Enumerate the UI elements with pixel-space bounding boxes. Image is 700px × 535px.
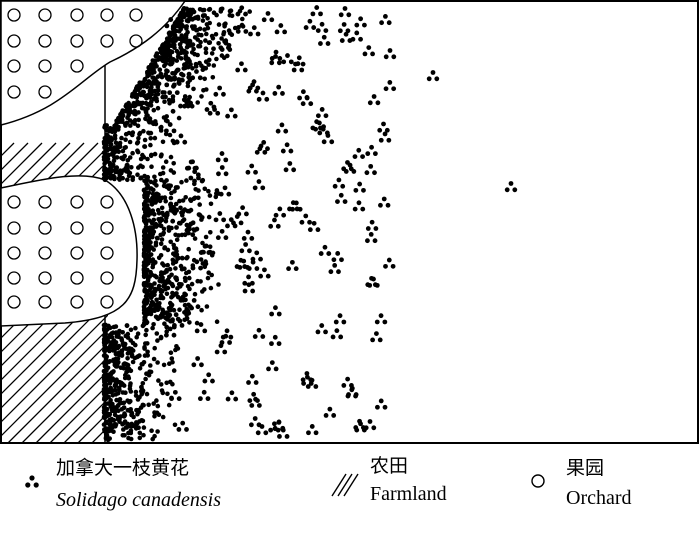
orchard-top [0,0,187,126]
orchard-trees [7,8,143,309]
three-dot-cluster-icon [25,475,39,488]
legend: 加拿大一枝黄花 Solidago canadensis 农田 Farmland … [25,455,632,511]
solidago-distribution [101,5,518,443]
diagonal-hatch-icon [331,473,359,497]
legend-farmland-label-zh: 农田 [370,455,408,477]
legend-solidago-label-latin: Solidago canadensis [56,489,221,511]
legend-farmland: 农田 Farmland [331,455,447,505]
legend-farmland-label-en: Farmland [370,483,447,505]
open-circle-icon [531,474,545,488]
legend-orchard-label-en: Orchard [566,487,632,509]
orchard-middle [0,175,138,327]
legend-solidago: 加拿大一枝黄花 Solidago canadensis [25,456,221,511]
legend-solidago-label-zh: 加拿大一枝黄花 [56,456,189,479]
legend-orchard: 果园 Orchard [531,457,632,509]
legend-orchard-label-zh: 果园 [566,457,604,479]
